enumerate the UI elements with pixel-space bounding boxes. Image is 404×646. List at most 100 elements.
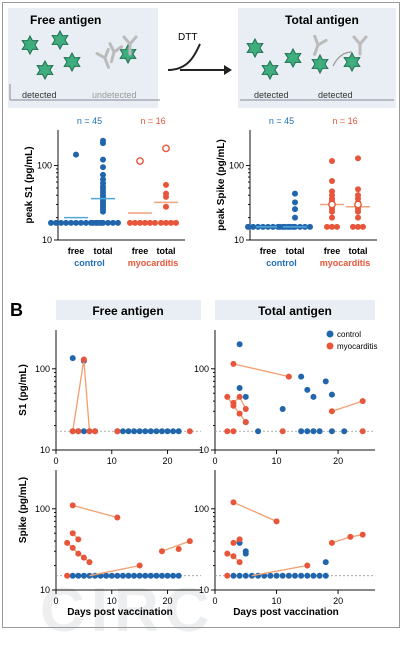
x-tick-label: 0: [212, 596, 217, 606]
data-point: [250, 223, 256, 230]
data-point-control: [285, 572, 292, 579]
legend-control-marker: [326, 330, 334, 338]
open-data-point: [136, 157, 144, 165]
data-point: [355, 155, 361, 162]
open-data-point: [162, 144, 170, 153]
n-label-myocarditis: n = 16: [332, 116, 357, 126]
data-point-control: [316, 572, 323, 579]
data-point-myocarditis: [86, 559, 93, 566]
data-point-myocarditis: [242, 405, 249, 412]
x-tick-label: 10: [272, 456, 282, 466]
series-line-myocarditis: [251, 564, 308, 577]
x-tick-label: free: [132, 246, 149, 256]
x-tick-label: free: [324, 246, 341, 256]
data-point-control: [242, 393, 249, 400]
series-line-myocarditis: [331, 400, 363, 412]
data-point-control: [255, 428, 262, 435]
data-point-myocarditis: [273, 518, 280, 525]
x-tick-label: total: [157, 246, 176, 256]
data-point: [329, 223, 335, 230]
y-tick-label: 10: [40, 585, 50, 595]
data-point: [168, 219, 174, 226]
y-tick-label: 10: [199, 585, 209, 595]
data-point-myocarditis: [328, 539, 335, 546]
data-point: [100, 208, 106, 215]
antibody-icon-4: [352, 35, 368, 56]
antibody-icon-part: [122, 35, 138, 56]
data-point: [163, 219, 169, 226]
data-point: [132, 219, 138, 226]
data-point: [334, 223, 340, 230]
label-undetected: undetected: [92, 90, 137, 100]
data-point-control: [164, 428, 171, 435]
figure: A Free antigen Total antigen DTT detecte…: [8, 8, 396, 618]
data-point-control: [114, 572, 121, 579]
data-point: [173, 219, 179, 226]
data-point-myocarditis: [236, 410, 243, 417]
panel-b-free-title: Free antigen: [92, 304, 163, 318]
data-point-myocarditis: [64, 539, 71, 546]
data-point-control: [175, 572, 182, 579]
y-tick-label: 100: [194, 504, 209, 514]
data-point-control: [236, 572, 243, 579]
series-line-myocarditis: [233, 363, 289, 378]
n-label-myocarditis: n = 16: [140, 116, 165, 126]
data-point: [147, 219, 153, 226]
data-point-control: [125, 572, 132, 579]
data-point-control: [279, 572, 286, 579]
data-point-myocarditis: [304, 562, 311, 569]
total-antigen-title: Total antigen: [285, 13, 359, 27]
data-point: [100, 219, 106, 226]
data-point: [329, 158, 335, 165]
data-point: [292, 206, 298, 213]
antibody-icon-1: [108, 42, 124, 64]
data-point-control: [298, 428, 305, 435]
data-point-myocarditis: [224, 572, 231, 579]
data-point-myocarditis: [328, 408, 335, 415]
data-point-myocarditis: [224, 428, 231, 435]
data-point: [329, 208, 335, 215]
data-point: [307, 223, 313, 230]
data-point-myocarditis: [359, 428, 366, 435]
data-point-control: [304, 386, 311, 393]
data-point-myocarditis: [69, 502, 76, 509]
antigen-icon-5: [246, 37, 264, 59]
data-point: [53, 219, 59, 226]
x-tick-label: 10: [107, 456, 117, 466]
figure-frame: [2, 2, 400, 628]
label-detected-1: detected: [22, 90, 57, 100]
data-point-control: [328, 428, 335, 435]
y-tick-label: 10: [234, 235, 244, 245]
data-point-myocarditis: [114, 428, 121, 435]
data-point: [163, 193, 169, 200]
ylabel-spike: Spike (pg/mL): [18, 477, 29, 543]
data-point: [73, 151, 79, 158]
data-point-control: [267, 572, 274, 579]
data-point-myocarditis: [75, 428, 82, 435]
antibody-icon-part: [95, 47, 110, 69]
x-tick-label: 0: [53, 596, 58, 606]
open-data-point: [328, 200, 336, 209]
data-point-control: [153, 572, 160, 579]
data-point-myocarditis: [186, 428, 193, 435]
data-point-control: [136, 428, 143, 435]
data-point-control: [80, 428, 87, 435]
data-point: [158, 219, 164, 226]
data-point-control: [328, 391, 335, 398]
data-point-myocarditis: [64, 572, 71, 579]
data-point-myocarditis: [158, 548, 165, 555]
data-point-myocarditis: [114, 514, 121, 521]
dissociation-arrow: [332, 51, 353, 67]
data-point: [329, 177, 335, 184]
data-point-myocarditis: [224, 393, 231, 400]
data-point-control: [147, 428, 154, 435]
data-point-myocarditis: [86, 428, 93, 435]
data-point: [245, 223, 251, 230]
data-point-control: [158, 572, 165, 579]
schematic-icons: [21, 29, 368, 81]
legend-myocarditis-marker: [326, 342, 334, 350]
data-point-myocarditis: [136, 562, 143, 569]
series-line-myocarditis: [331, 534, 363, 544]
data-point-control: [279, 405, 286, 412]
data-point-control: [304, 428, 311, 435]
